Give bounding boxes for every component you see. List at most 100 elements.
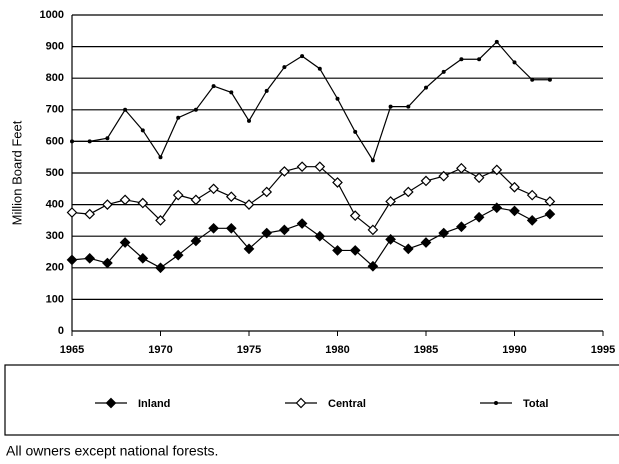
point — [172, 189, 184, 201]
x-tick-label: 1985 — [414, 344, 438, 356]
point — [477, 57, 482, 62]
point — [158, 155, 163, 160]
point — [526, 189, 538, 201]
y-tick-label: 700 — [46, 104, 64, 116]
series-line — [71, 166, 551, 231]
point — [296, 161, 308, 173]
point — [332, 177, 343, 188]
x-tick-label: 1995 — [591, 344, 615, 356]
point — [547, 77, 552, 82]
point — [84, 208, 96, 220]
point — [314, 161, 326, 173]
legend-marker — [105, 397, 117, 409]
legend-label: Central — [328, 398, 366, 410]
y-tick-label: 800 — [46, 72, 64, 84]
point — [509, 181, 520, 193]
point — [494, 39, 499, 44]
legend-box — [4, 364, 619, 436]
point — [172, 249, 184, 261]
footnote: All owners except national forests. — [6, 443, 218, 459]
point — [332, 245, 343, 256]
point — [438, 227, 450, 239]
series-line — [72, 40, 550, 162]
point — [530, 77, 535, 82]
legend-label: Inland — [138, 398, 170, 410]
point — [261, 227, 273, 239]
point — [119, 194, 131, 206]
point — [385, 196, 396, 207]
y-tick-label: 300 — [46, 230, 64, 242]
point — [211, 84, 216, 89]
x-tick-label: 1990 — [502, 344, 526, 356]
legend-label: Total — [523, 398, 548, 410]
x-tick-label: 1965 — [60, 344, 84, 356]
point — [402, 186, 414, 198]
point — [491, 164, 503, 176]
point — [243, 243, 255, 255]
x-tick-label: 1980 — [325, 344, 349, 356]
point — [406, 104, 411, 109]
point — [300, 54, 305, 59]
point — [509, 205, 520, 217]
point — [87, 139, 92, 144]
y-tick-label: 100 — [46, 293, 64, 305]
point — [225, 222, 237, 234]
point — [264, 88, 269, 93]
point — [105, 136, 110, 141]
point — [225, 191, 237, 203]
y-tick-label: 600 — [46, 135, 64, 147]
point — [388, 104, 393, 109]
point — [279, 166, 290, 177]
point — [544, 196, 556, 207]
point — [176, 115, 181, 120]
point — [438, 170, 450, 182]
point — [473, 211, 485, 223]
point — [370, 158, 375, 163]
point — [420, 175, 432, 187]
point — [349, 245, 361, 256]
point — [441, 69, 446, 74]
point — [102, 199, 113, 210]
x-tick-label: 1975 — [237, 344, 261, 356]
point — [190, 235, 202, 247]
y-tick-label: 900 — [46, 41, 64, 53]
y-tick-label: 500 — [46, 167, 64, 179]
point — [456, 162, 467, 174]
point — [102, 257, 113, 269]
point — [335, 96, 340, 101]
point — [137, 252, 149, 264]
y-tick-label: 1000 — [40, 9, 64, 21]
point — [190, 194, 202, 206]
x-tick-label: 1970 — [148, 344, 172, 356]
point — [314, 230, 326, 242]
point — [420, 237, 432, 248]
point — [140, 128, 145, 133]
point — [208, 183, 219, 195]
point — [526, 215, 538, 226]
point — [385, 234, 396, 245]
point — [491, 202, 503, 214]
point — [317, 66, 322, 71]
y-tick-label: 400 — [46, 199, 64, 211]
point — [473, 172, 485, 184]
point — [243, 199, 255, 210]
point — [456, 221, 467, 233]
series-line — [71, 207, 551, 269]
point — [84, 252, 96, 264]
point — [424, 85, 428, 90]
point — [279, 224, 290, 236]
y-tick-label: 200 — [46, 262, 64, 274]
point — [367, 224, 379, 236]
point — [247, 118, 251, 123]
point — [193, 107, 198, 112]
point — [229, 90, 234, 95]
point — [208, 222, 219, 234]
point — [70, 139, 74, 144]
point — [155, 262, 166, 274]
legend-marker — [494, 401, 498, 405]
point — [282, 65, 287, 70]
point — [261, 186, 273, 198]
legend-marker — [295, 397, 307, 409]
point — [512, 60, 517, 65]
